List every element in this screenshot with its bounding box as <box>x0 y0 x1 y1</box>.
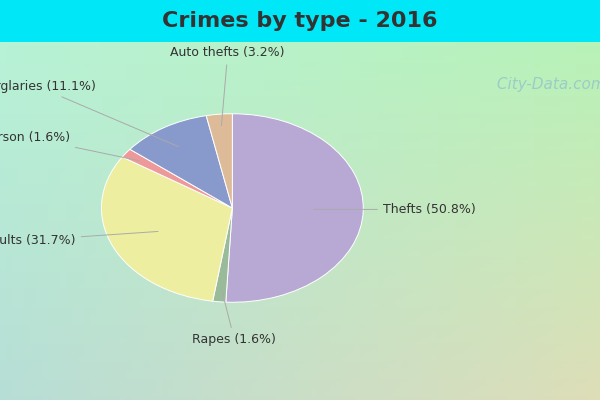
Wedge shape <box>101 157 232 301</box>
Wedge shape <box>226 114 363 302</box>
Text: Rapes (1.6%): Rapes (1.6%) <box>193 290 276 346</box>
Text: Arson (1.6%): Arson (1.6%) <box>0 131 139 161</box>
Text: Crimes by type - 2016: Crimes by type - 2016 <box>162 11 438 31</box>
Wedge shape <box>130 116 232 208</box>
Wedge shape <box>122 149 232 208</box>
Text: Assaults (31.7%): Assaults (31.7%) <box>0 232 158 247</box>
Text: Burglaries (11.1%): Burglaries (11.1%) <box>0 80 179 147</box>
Wedge shape <box>206 114 232 208</box>
Text: City-Data.com: City-Data.com <box>492 78 600 92</box>
Text: Auto thefts (3.2%): Auto thefts (3.2%) <box>170 46 285 126</box>
Text: Thefts (50.8%): Thefts (50.8%) <box>314 203 476 216</box>
Wedge shape <box>212 208 232 302</box>
